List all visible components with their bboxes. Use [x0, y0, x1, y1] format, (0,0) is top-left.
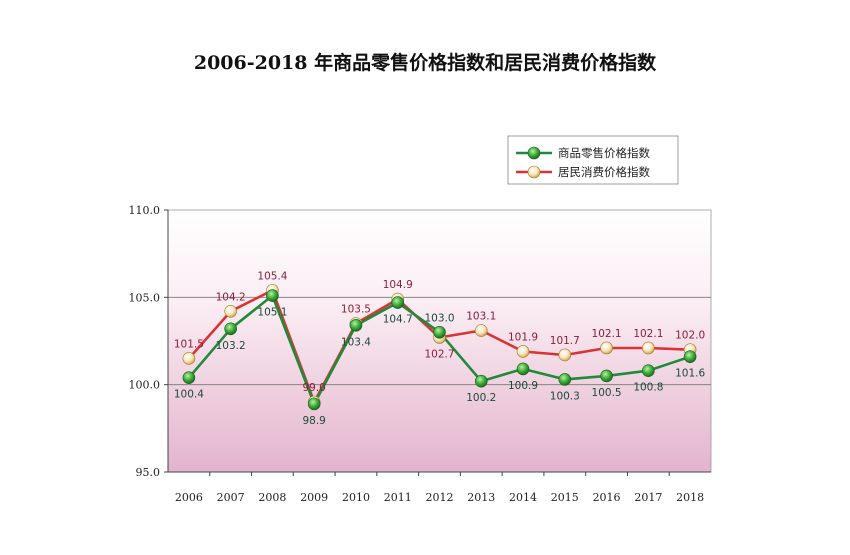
data-label-retail: 98.9 — [302, 415, 325, 427]
data-label-consumer: 105.4 — [257, 270, 287, 282]
y-tick-label: 100.0 — [129, 379, 161, 392]
marker-consumer — [516, 345, 530, 358]
data-label-consumer: 103.1 — [466, 311, 496, 323]
data-label-retail: 103.4 — [341, 336, 371, 348]
data-label-retail: 100.2 — [466, 392, 496, 404]
data-label-retail: 105.1 — [257, 307, 287, 319]
x-tick-label: 2009 — [300, 491, 328, 504]
y-tick-label: 95.0 — [136, 466, 161, 479]
y-tick-labels: 95.0 100.0 105.0 110.0 — [129, 204, 168, 479]
marker-consumer — [224, 305, 237, 318]
data-label-consumer: 102.1 — [592, 328, 622, 340]
data-label-consumer: 101.9 — [508, 331, 538, 343]
marker-retail — [474, 374, 488, 388]
marker-retail — [516, 362, 530, 376]
marker-retail — [642, 364, 655, 377]
x-tick-label: 2015 — [551, 491, 579, 504]
marker-consumer — [182, 352, 196, 365]
x-tick-label: 2018 — [676, 491, 704, 504]
x-tick-label: 2013 — [467, 491, 495, 504]
data-label-consumer: 102.7 — [424, 349, 454, 361]
axes — [167, 210, 711, 473]
y-tick-label: 105.0 — [129, 291, 161, 304]
data-label-consumer: 99.0 — [302, 382, 325, 394]
x-tick-label: 2007 — [217, 491, 245, 504]
data-label-consumer: 101.7 — [550, 335, 580, 347]
chart-title: 2006-2018 年商品零售价格指数和居民消费价格指数 — [193, 52, 657, 74]
data-label-retail: 100.9 — [508, 380, 538, 392]
data-label-consumer: 102.0 — [675, 330, 705, 342]
data-label-retail: 100.3 — [550, 390, 580, 402]
x-tick-labels: 2006 2007 2008 2009 2010 2011 2012 2013 2014 2015… — [175, 472, 704, 504]
y-tick-label: 110.0 — [129, 204, 161, 217]
marker-retail — [182, 371, 196, 384]
data-label-retail: 101.6 — [675, 368, 705, 380]
data-label-consumer: 102.1 — [633, 328, 663, 340]
marker-consumer — [558, 348, 572, 362]
data-label-retail: 104.7 — [383, 314, 413, 326]
marker-consumer — [600, 341, 613, 355]
marker-retail — [558, 373, 572, 386]
data-label-retail: 100.4 — [174, 389, 204, 401]
data-labels: 100.4 101.5 103.2 104.2 105.1 105.4 98.9 99.0 10… — [174, 270, 706, 427]
marker-retail — [349, 318, 363, 332]
marker-retail — [600, 369, 613, 383]
legend-label-retail: 商品零售价格指数 — [558, 146, 650, 160]
x-tick-label: 2014 — [509, 491, 537, 504]
marker-retail — [307, 397, 321, 411]
marker-consumer — [642, 341, 655, 355]
marker-retail — [391, 296, 405, 309]
data-label-retail: 100.8 — [633, 382, 663, 394]
x-tick-label: 2017 — [634, 491, 662, 504]
marker-retail — [224, 322, 237, 336]
legend-marker-red — [527, 165, 541, 179]
x-tick-label: 2008 — [258, 491, 286, 504]
data-label-retail: 100.5 — [592, 387, 622, 399]
data-label-consumer: 104.9 — [383, 279, 413, 291]
marker-consumer — [474, 324, 488, 337]
x-tick-label: 2016 — [593, 491, 621, 504]
data-label-retail: 103.0 — [424, 312, 454, 324]
x-tick-label: 2011 — [384, 491, 412, 504]
marker-retail — [266, 289, 279, 302]
legend-marker-green — [527, 146, 541, 160]
data-label-retail: 103.2 — [216, 340, 246, 352]
marker-retail — [683, 350, 697, 364]
data-label-consumer: 103.5 — [341, 304, 371, 316]
data-label-consumer: 104.2 — [216, 291, 246, 303]
legend: 商品零售价格指数 居民消费价格指数 — [507, 135, 679, 185]
data-label-consumer: 101.5 — [174, 338, 204, 350]
x-tick-label: 2006 — [175, 491, 203, 504]
x-tick-label: 2010 — [342, 491, 370, 504]
legend-label-consumer: 居民消费价格指数 — [558, 165, 650, 179]
series-markers — [182, 284, 697, 411]
marker-retail — [433, 325, 446, 339]
x-tick-label: 2012 — [426, 491, 454, 504]
